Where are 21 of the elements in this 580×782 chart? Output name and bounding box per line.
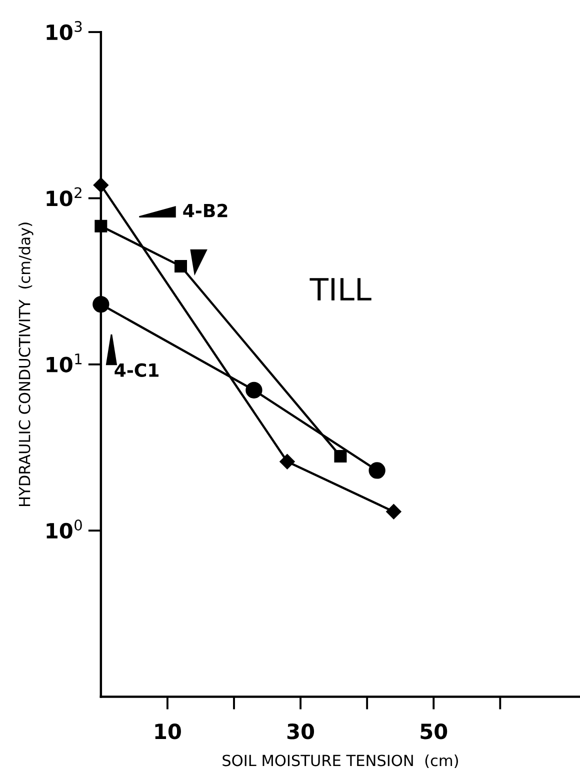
y-tick-label: 10$^{2}$ (46, 187, 82, 206)
y-axis-title: HYDRAULIC CONDUCTIVITY (cm/day) (18, 222, 34, 506)
point (280, 454, 295, 470)
annotation: 4-B2 (183, 204, 228, 218)
annotation: TILL (310, 278, 372, 300)
point (368, 462, 386, 479)
point (94, 220, 108, 232)
point (334, 450, 347, 463)
y-tick-label: 10$^{1}$ (46, 354, 82, 372)
x-tick-label: 50 (420, 724, 448, 740)
point (246, 382, 262, 398)
point (92, 296, 110, 313)
y-tick-label: 10$^{3}$ (46, 21, 82, 40)
y-tick-label: 10$^{0}$ (46, 520, 82, 539)
annotation: 4-C1 (114, 363, 158, 377)
x-tick-label: 30 (287, 724, 314, 740)
point (174, 260, 188, 272)
point (93, 178, 108, 193)
x-tick-label: 10 (155, 724, 181, 740)
x-axis-title: SOIL MOISTURE TENSION (cm) (222, 754, 458, 768)
point (386, 504, 402, 520)
